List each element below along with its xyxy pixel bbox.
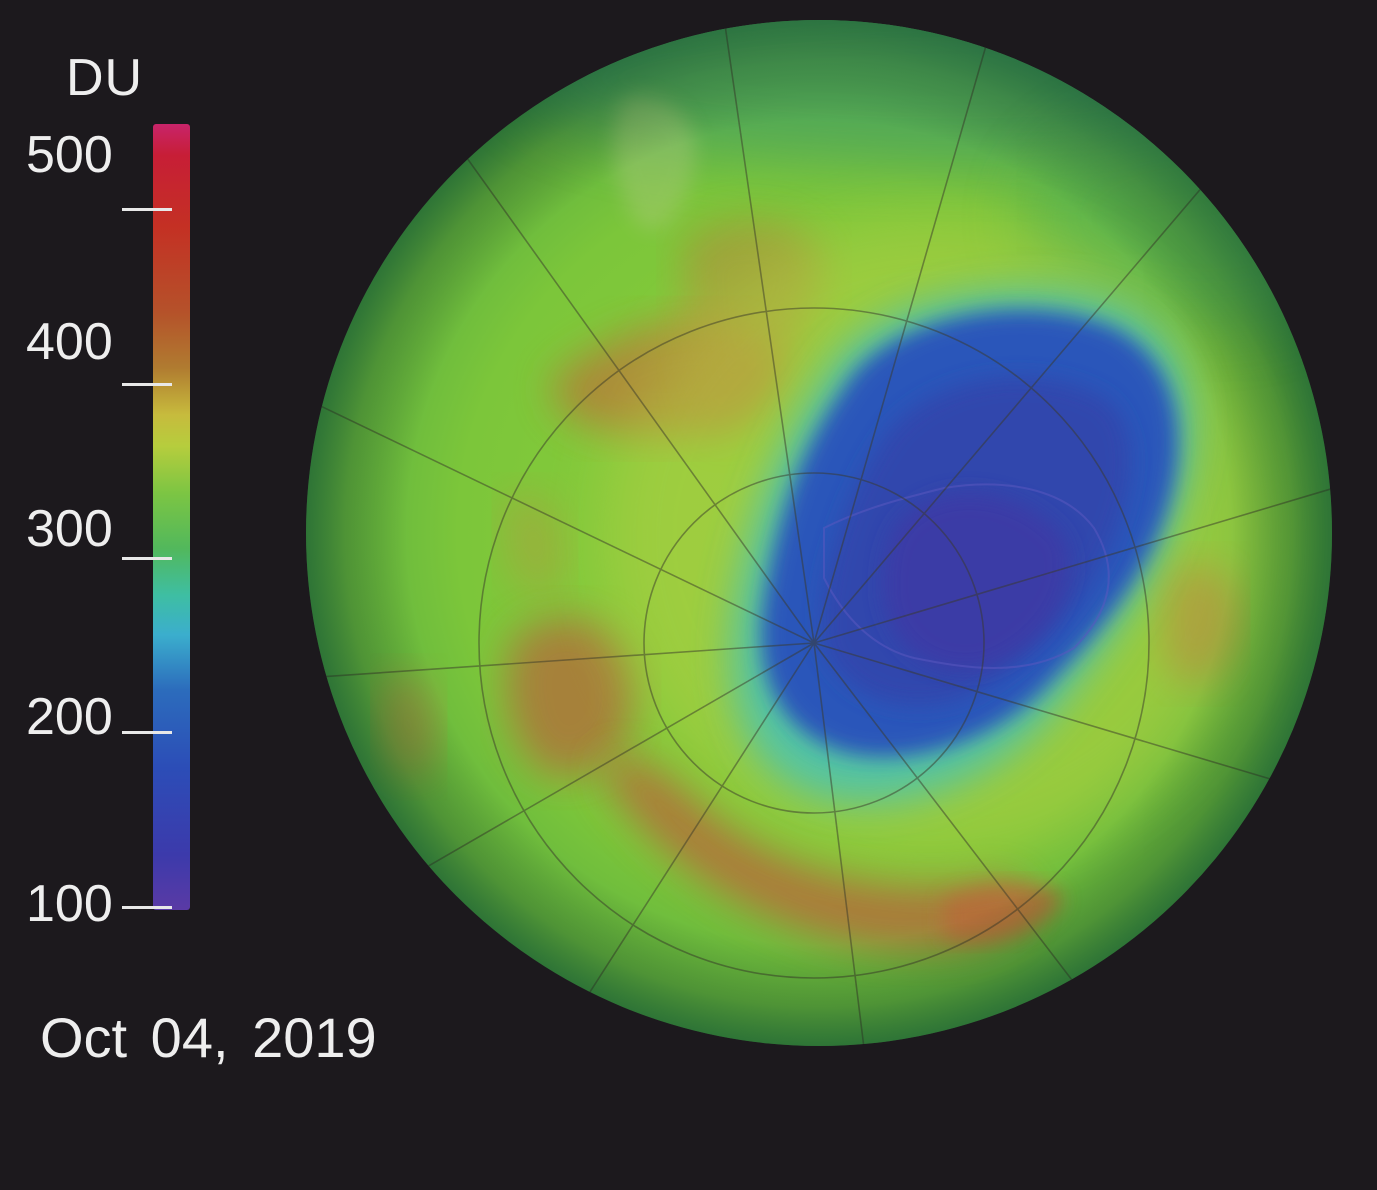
colorbar-tick-mark-100 xyxy=(122,906,172,909)
colorbar-unit-label: DU xyxy=(66,49,144,107)
colorbar-tick-mark-400 xyxy=(122,383,172,386)
colorbar-tick-label-300: 300 xyxy=(26,500,113,558)
colorbar-tick-mark-300 xyxy=(122,557,172,560)
colorbar-tick-label-500: 500 xyxy=(26,126,113,184)
globe-map xyxy=(306,20,1332,1046)
colorbar-tick-mark-500 xyxy=(122,208,172,211)
date-label: Oct 04, 2019 xyxy=(40,1006,377,1069)
colorbar-tick-mark-200 xyxy=(122,731,172,734)
globe xyxy=(304,18,1334,1048)
colorbar-tick-label-100: 100 xyxy=(26,875,113,933)
colorbar-tick-label-400: 400 xyxy=(26,313,113,371)
colorbar xyxy=(153,124,190,910)
colorbar-tick-label-200: 200 xyxy=(26,688,113,746)
